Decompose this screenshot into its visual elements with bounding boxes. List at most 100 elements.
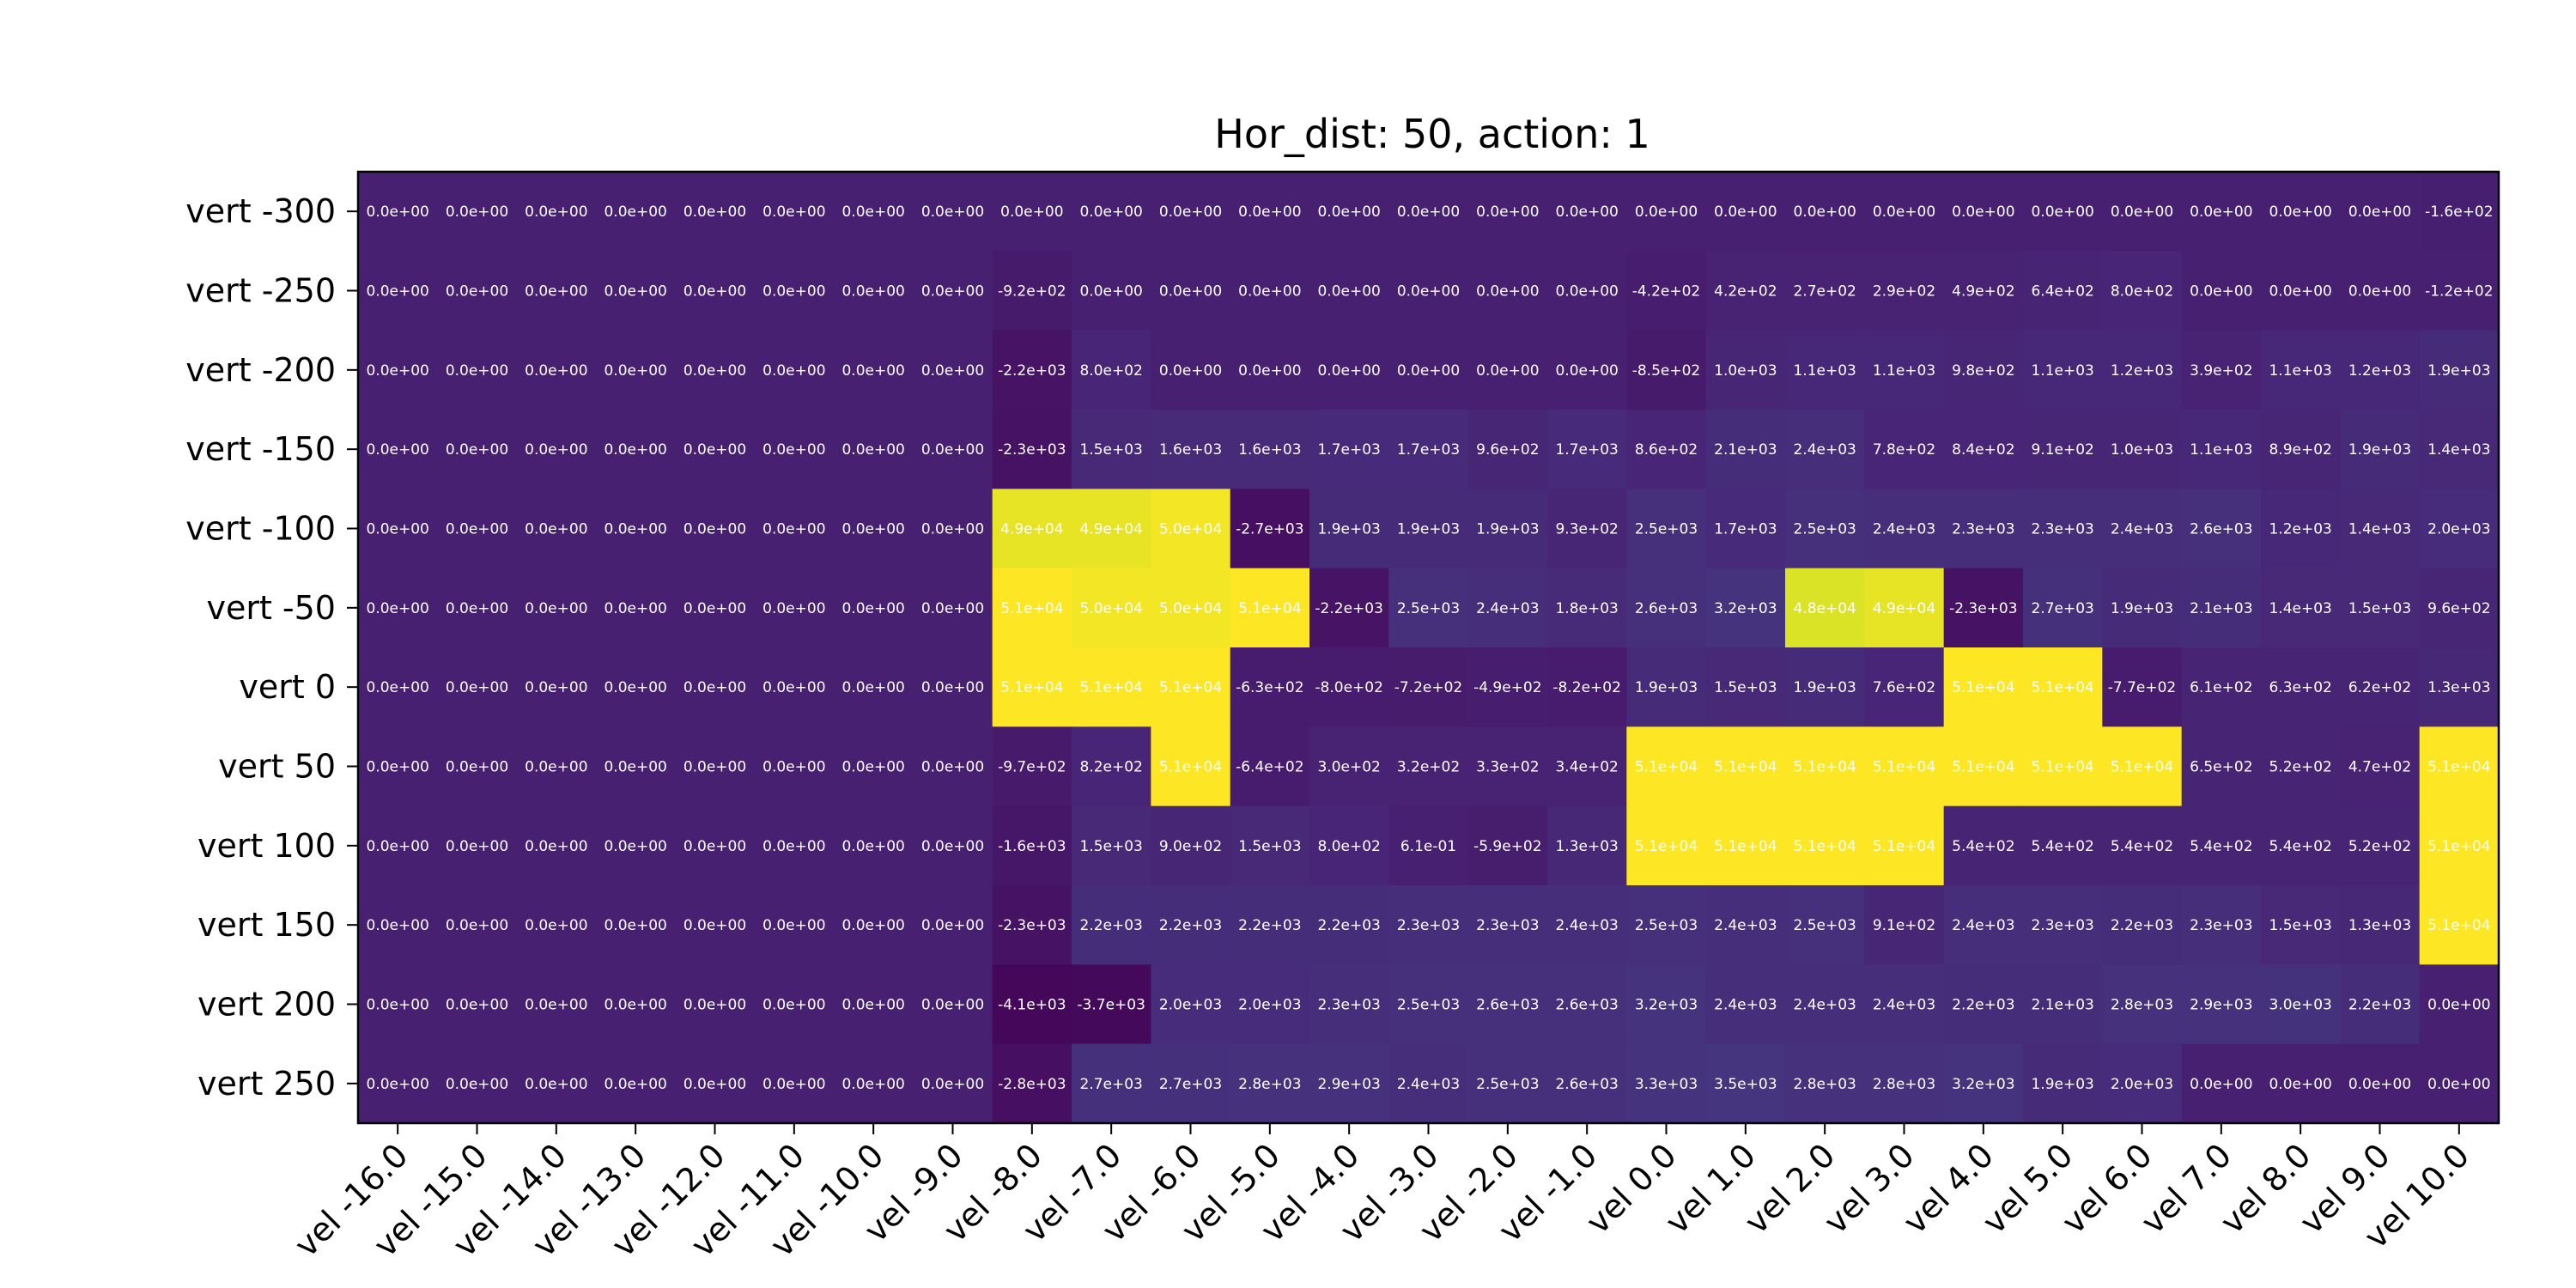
cell-value-label: 5.0e+04 (1079, 600, 1142, 617)
heatmap-cell (2023, 647, 2103, 727)
cell-value-label: 9.6e+02 (2427, 600, 2490, 617)
cell-value-label: 1.1e+03 (2190, 441, 2252, 459)
heatmap-cell (913, 647, 993, 727)
cell-value-label: 3.2e+02 (1397, 759, 1460, 776)
cell-value-label: 2.4e+03 (1873, 521, 1935, 538)
cell-value-label: 4.9e+04 (1873, 600, 1935, 617)
heatmap-cell (834, 885, 914, 965)
heatmap-cell (1151, 568, 1231, 648)
cell-value-label: 2.3e+03 (1317, 997, 1380, 1014)
heatmap-cell (1785, 805, 1865, 886)
heatmap-cells (358, 172, 2500, 1124)
cell-value-label: 2.3e+03 (2190, 917, 2252, 934)
cell-value-label: 0.0e+00 (1159, 362, 1222, 380)
heatmap-cell (1467, 330, 1548, 410)
cell-value-label: 2.4e+03 (2111, 521, 2173, 538)
cell-value-label: -8.2e+02 (1552, 679, 1621, 696)
cell-value-label: 4.9e+02 (1952, 283, 2014, 301)
cell-value-label: 0.0e+00 (366, 759, 428, 776)
cell-value-label: 0.0e+00 (525, 362, 587, 380)
cell-value-label: 1.7e+03 (1714, 521, 1777, 538)
cell-value-label: 0.0e+00 (1476, 362, 1539, 380)
cell-value-label: 5.1e+04 (1000, 679, 1063, 696)
heatmap-cell (992, 172, 1072, 252)
heatmap-cell (1626, 489, 1707, 569)
cell-value-label: 6.4e+02 (2031, 283, 2093, 301)
heatmap-cell (834, 726, 914, 807)
heatmap-cell (992, 330, 1072, 410)
cell-value-label: 0.0e+00 (683, 521, 746, 538)
cell-value-label: 0.0e+00 (2348, 283, 2411, 301)
cell-value-label: 5.1e+04 (1873, 759, 1935, 776)
cell-value-label: 3.2e+03 (1635, 997, 1698, 1014)
cell-value-label: 2.5e+03 (1793, 917, 1856, 934)
cell-value-label: -2.2e+03 (1315, 600, 1383, 617)
heatmap-cell (596, 172, 676, 252)
heatmap-cell (2340, 330, 2421, 410)
heatmap-cell (675, 172, 756, 252)
cell-value-label: 0.0e+00 (762, 362, 825, 380)
heatmap-cell (1943, 489, 2024, 569)
heatmap-cell (1864, 489, 1945, 569)
cell-value-label: -2.2e+03 (998, 362, 1066, 380)
heatmap-cell (358, 410, 438, 489)
cell-value-label: 0.0e+00 (446, 600, 508, 617)
heatmap-cell (2419, 251, 2500, 331)
cell-value-label: 0.0e+00 (604, 759, 666, 776)
heatmap-cell (2102, 172, 2183, 252)
heatmap-cell (1230, 489, 1310, 569)
y-tick-label: vert -200 (185, 351, 336, 389)
heatmap-cell (596, 410, 676, 489)
cell-value-label: 4.8e+04 (1793, 600, 1856, 617)
heatmap-cell (1943, 1043, 2024, 1124)
cell-value-label: 0.0e+00 (525, 679, 587, 696)
cell-value-label: 0.0e+00 (1635, 204, 1698, 221)
cell-value-label: 0.0e+00 (841, 1076, 904, 1093)
cell-value-label: 0.0e+00 (683, 283, 746, 301)
heatmap-cell (1547, 726, 1627, 807)
cell-value-label: 2.6e+03 (1476, 997, 1539, 1014)
cell-value-label: 5.1e+04 (2427, 917, 2490, 934)
heatmap-cell (1864, 568, 1945, 648)
cell-value-label: 2.6e+03 (1635, 600, 1698, 617)
heatmap-cell (754, 726, 835, 807)
heatmap-cell (1467, 964, 1548, 1045)
heatmap-cell (1705, 647, 1786, 727)
y-tick-label: vert -100 (185, 510, 336, 548)
heatmap-cell (1230, 647, 1310, 727)
heatmap-cell (2340, 489, 2421, 569)
cell-value-label: 5.4e+02 (2269, 838, 2331, 855)
cell-value-label: 0.0e+00 (762, 283, 825, 301)
cell-value-label: 0.0e+00 (446, 204, 508, 221)
cell-value-label: 0.0e+00 (1397, 204, 1460, 221)
heatmap-cell (1705, 805, 1786, 886)
heatmap-cell (1547, 251, 1627, 331)
heatmap-cell (1072, 410, 1151, 489)
heatmap-cell (437, 1043, 518, 1124)
heatmap-cell (516, 172, 597, 252)
heatmap-cell (1467, 489, 1548, 569)
heatmap-cell (675, 647, 756, 727)
heatmap-cell (2181, 172, 2262, 252)
heatmap-cell (913, 172, 993, 252)
cell-value-label: 0.0e+00 (604, 362, 666, 380)
heatmap-cell (516, 489, 597, 569)
heatmap-cell (992, 805, 1072, 886)
heatmap-cell (754, 568, 835, 648)
cell-value-label: 0.0e+00 (366, 917, 428, 934)
cell-value-label: 5.1e+04 (1635, 759, 1698, 776)
cell-value-label: 0.0e+00 (762, 838, 825, 855)
cell-value-label: 2.9e+03 (1317, 1076, 1380, 1093)
cell-value-label: 5.1e+04 (1079, 679, 1142, 696)
heatmap-cell (675, 410, 756, 489)
heatmap-cell (2419, 805, 2500, 886)
cell-value-label: 2.5e+03 (1397, 997, 1460, 1014)
cell-value-label: -8.5e+02 (1632, 362, 1701, 380)
cell-value-label: 0.0e+00 (2269, 283, 2331, 301)
cell-value-label: 0.0e+00 (1079, 283, 1142, 301)
heatmap-cell (1626, 647, 1707, 727)
cell-value-label: 9.1e+02 (2031, 441, 2093, 459)
cell-value-label: 2.3e+03 (1397, 917, 1460, 934)
heatmap-cell (1467, 251, 1548, 331)
cell-value-label: 1.9e+03 (2348, 441, 2411, 459)
